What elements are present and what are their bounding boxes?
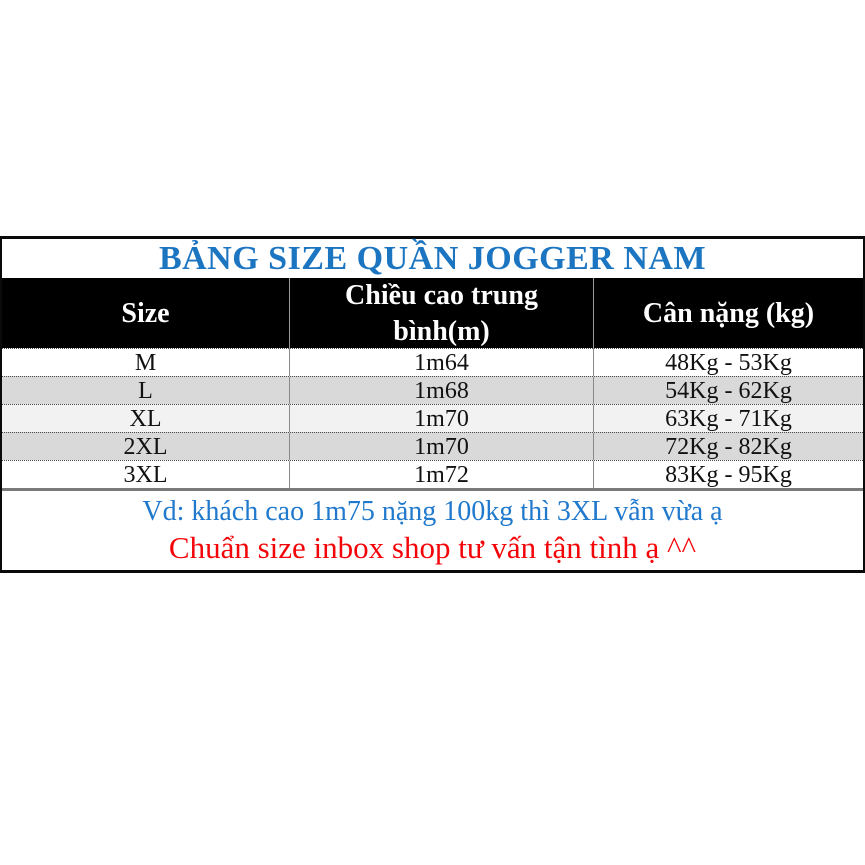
table-title: BẢNG SIZE QUẦN JOGGER NAM — [158, 239, 707, 277]
size-chart-table: BẢNG SIZE QUẦN JOGGER NAM Size Chiều cao… — [0, 236, 865, 573]
footer-notes: Vd: khách cao 1m75 nặng 100kg thì 3XL vẫ… — [2, 488, 863, 570]
cell-weight: 72Kg - 82Kg — [665, 433, 792, 460]
cell-size: XL — [2, 405, 290, 432]
header-label-size: Size — [121, 298, 170, 330]
table-row-2xl: 2XL 1m70 72Kg - 82Kg — [2, 432, 863, 460]
cell-height: 1m68 — [290, 377, 594, 404]
cell-size: 3XL — [2, 461, 290, 488]
header-cell-size: Size — [2, 278, 290, 351]
cell-size: L — [2, 377, 290, 404]
cell-height: 1m64 — [290, 349, 594, 376]
table-header-row: Size Chiều cao trung bình(m) Cân nặng (k… — [2, 278, 863, 351]
cell-size: M — [2, 349, 290, 376]
cell-height: 1m72 — [290, 461, 594, 488]
header-label-height: Chiều cao trung bình(m) — [345, 280, 538, 348]
cell-weight: 54Kg - 62Kg — [665, 377, 792, 404]
cell-height: 1m70 — [290, 405, 594, 432]
table-row-l: L 1m68 54Kg - 62Kg — [2, 376, 863, 404]
cell-weight: 63Kg - 71Kg — [665, 405, 792, 432]
cell-height: 1m70 — [290, 433, 594, 460]
table-title-row: BẢNG SIZE QUẦN JOGGER NAM — [2, 239, 863, 278]
cell-size: 2XL — [2, 433, 290, 460]
note-size-example: Vd: khách cao 1m75 nặng 100kg thì 3XL vẫ… — [142, 496, 723, 528]
table-row-xl: XL 1m70 63Kg - 71Kg — [2, 404, 863, 432]
cell-weight: 83Kg - 95Kg — [665, 461, 792, 488]
table-row-3xl: 3XL 1m72 83Kg - 95Kg — [2, 460, 863, 488]
cell-weight: 48Kg - 53Kg — [665, 349, 792, 376]
header-label-weight: Cân nặng (kg) — [642, 298, 815, 330]
header-cell-height: Chiều cao trung bình(m) — [290, 278, 594, 351]
table-row-m: M 1m64 48Kg - 53Kg — [2, 348, 863, 376]
note-shop-advice: Chuẩn size inbox shop tư vấn tận tình ạ … — [168, 529, 697, 565]
header-cell-weight: Cân nặng (kg) — [594, 278, 863, 351]
